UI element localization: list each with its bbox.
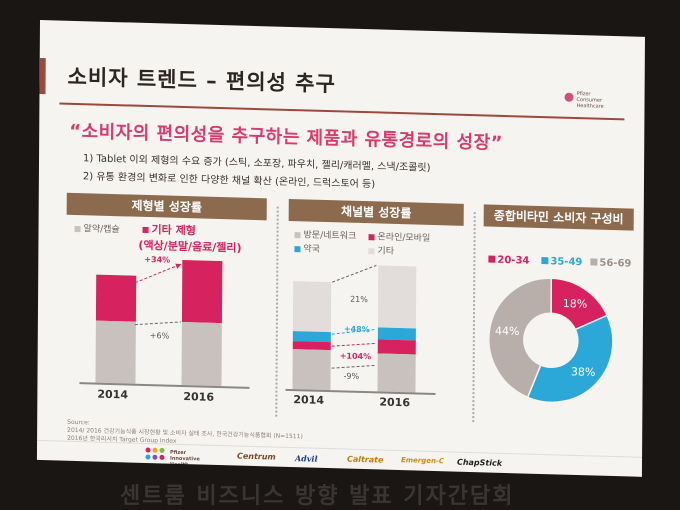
pie-slice-35-49 (526, 314, 614, 404)
legend-label: 온라인/모바일 (377, 232, 431, 244)
bar-2016-door (377, 353, 416, 393)
bar-2014-tablet (95, 320, 136, 384)
x-tick-2014: 2014 (293, 393, 325, 407)
legend-label: 56-69 (599, 257, 632, 270)
panel-divider (275, 206, 279, 417)
brand-footer (36, 439, 643, 477)
pie-legend-56-69: 56-69 (590, 257, 632, 270)
data-label-online: +104% (339, 351, 372, 362)
x-tick-2014: 2014 (97, 387, 129, 402)
legend-tablet: 알약/캡슐 (74, 221, 120, 236)
legend-swatch (590, 258, 598, 266)
growth-arrows (134, 263, 182, 326)
legend-pharmacy: 약국 (294, 241, 320, 255)
legend-label: 알약/캡슐 (83, 224, 120, 236)
legend-swatch (74, 225, 81, 232)
brand-chapstick: ChapStick (456, 457, 503, 468)
bar-2016-other (377, 265, 417, 329)
pfizer-dots-icon (145, 447, 165, 460)
legend-swatch (488, 255, 496, 263)
panel-divider (472, 212, 476, 423)
pie-slice-label: 44% (495, 324, 520, 338)
background-banner-text: 센트룸 비즈니스 방향 발표 기자간담회 (120, 484, 515, 509)
panel-header-channel: 채널별 성장률 (288, 198, 464, 226)
pfizer-logo-text: Pfizer Consumer Healthcare (576, 90, 604, 110)
legend-online: 온라인/모바일 (368, 229, 431, 244)
brand-advil: Advil (294, 453, 318, 464)
brand-pfizer: Pfizer Innovative Health (169, 449, 200, 469)
growth-arrows (331, 264, 377, 369)
pie-slice-56-69 (488, 277, 553, 399)
data-label-tablet-growth: +6% (149, 331, 170, 341)
legend-other-channel: 기타 (368, 243, 394, 257)
panel-header-formulation: 제형별 성장률 (66, 192, 267, 221)
brand-centrum: Centrum (236, 451, 276, 462)
data-label-other-growth: +34% (144, 254, 171, 265)
pie-legend-20-34: 20-34 (488, 255, 529, 267)
bar-2014-door (292, 349, 331, 391)
title-divider (59, 102, 625, 121)
legend-swatch (294, 231, 301, 238)
legend-swatch (294, 245, 301, 252)
legend-label: 기타 (377, 246, 395, 257)
legend-label: 기타 제형 (151, 223, 196, 238)
legend-door: 방문/네트워크 (294, 227, 357, 242)
legend-label: 약국 (303, 244, 321, 255)
bar-2016-pharmacy (377, 327, 416, 341)
title-accent-bar (39, 57, 46, 95)
legend-label: 20-34 (497, 254, 530, 267)
brand-emergen-c: Emergen-C (400, 456, 445, 466)
legend-swatch (142, 226, 149, 234)
legend-swatch (368, 247, 375, 254)
bar-2016-online (377, 339, 416, 355)
legend-label: 방문/네트워크 (303, 230, 357, 242)
legend-label: 35-49 (550, 256, 583, 269)
x-tick-2016: 2016 (379, 395, 411, 410)
slide-title: 소비자 트렌드 – 편의성 추구 (67, 64, 336, 97)
legend-swatch (368, 233, 375, 240)
slide-quote: “소비자의 편의성을 추구하는 제품과 유통경로의 성장” (69, 120, 504, 154)
data-label-door: -9% (343, 371, 360, 381)
bar-2014-other (292, 281, 332, 333)
data-label-other: 21% (350, 294, 368, 305)
pie-legend-35-49: 35-49 (541, 256, 582, 268)
legend-other: 기타 제형 (142, 221, 196, 238)
pfizer-logo: Pfizer Consumer Healthcare (564, 89, 604, 110)
legend-swatch (541, 257, 549, 265)
pfizer-logo-icon (564, 92, 574, 102)
panel-header-consumer: 종합비타민 소비자 구성비 (483, 204, 634, 231)
pie-slice-label: 38% (571, 365, 596, 379)
presentation-slide: 소비자 트렌드 – 편의성 추구 Pfizer Consumer Healthc… (36, 20, 645, 477)
data-label-pharmacy: +48% (343, 324, 370, 335)
brand-caltrate: Caltrate (346, 454, 384, 465)
donut-chart: 18% 38% 44% (488, 277, 614, 404)
x-tick-2016: 2016 (183, 390, 215, 404)
pie-slice-label: 18% (563, 297, 588, 311)
bar-2014-other (95, 274, 137, 322)
